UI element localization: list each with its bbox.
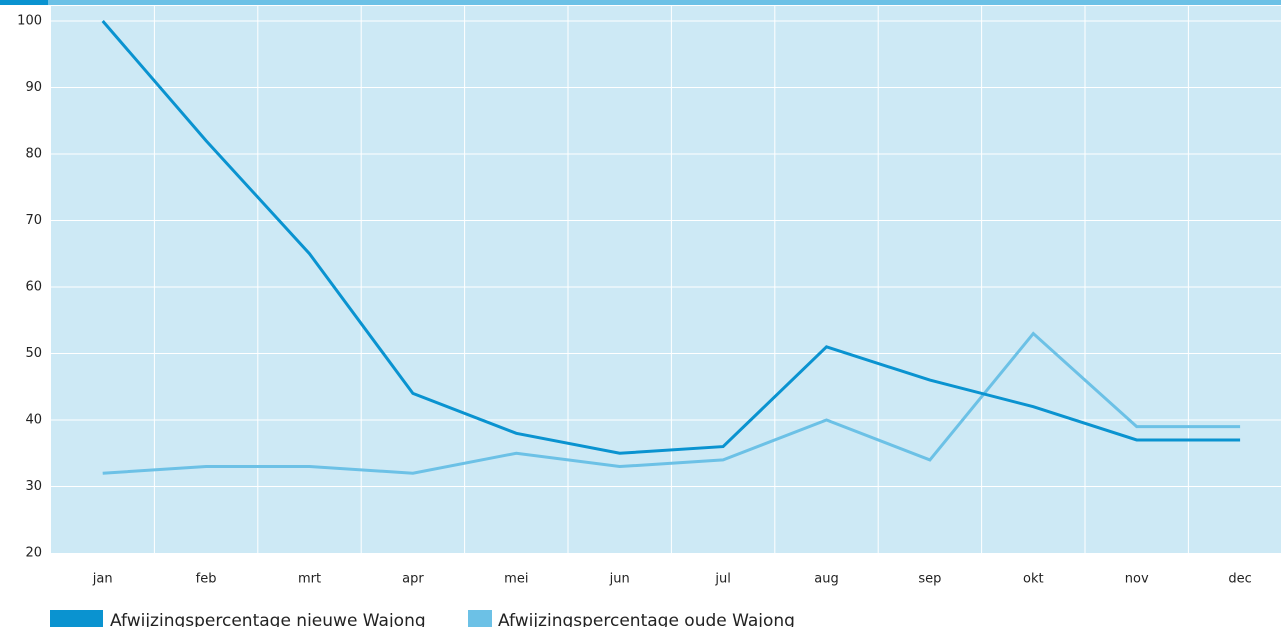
- y-tick-label: 70: [25, 213, 42, 228]
- top-strip-accent: [0, 0, 48, 5]
- x-tick-label: jun: [609, 572, 630, 587]
- x-tick-label: mei: [504, 572, 528, 587]
- series-line: [102, 331, 1241, 475]
- x-tick-label: feb: [196, 572, 217, 587]
- y-tick-label: 50: [25, 346, 42, 361]
- y-tick-label: 100: [17, 14, 42, 29]
- legend-text: Afwijzingspercentage nieuwe Wajong: [110, 611, 426, 627]
- x-tick-label: aug: [814, 572, 838, 587]
- x-tick-label: dec: [1228, 572, 1251, 587]
- x-tick-label: mrt: [298, 572, 321, 587]
- y-tick-label: 80: [25, 147, 42, 162]
- series-line: [101, 20, 1241, 455]
- x-tick-label: okt: [1023, 572, 1044, 587]
- y-tick-label: 20: [25, 546, 42, 561]
- x-tick-label: sep: [918, 572, 941, 587]
- y-tick-label: 90: [25, 80, 42, 95]
- y-tick-label: 40: [25, 413, 42, 428]
- plot-background: [51, 6, 1281, 553]
- top-strip: [0, 0, 1281, 5]
- x-tick-label: jan: [92, 572, 113, 587]
- x-tick-label: apr: [402, 572, 424, 587]
- x-tick-label: nov: [1125, 572, 1149, 587]
- y-tick-label: 30: [25, 479, 42, 494]
- x-tick-label: jul: [714, 572, 730, 587]
- legend-text: Afwijzingspercentage oude Wajong: [498, 611, 795, 627]
- y-tick-label: 60: [25, 280, 42, 295]
- legend-swatch: [468, 610, 492, 627]
- legend-swatch: [50, 610, 103, 627]
